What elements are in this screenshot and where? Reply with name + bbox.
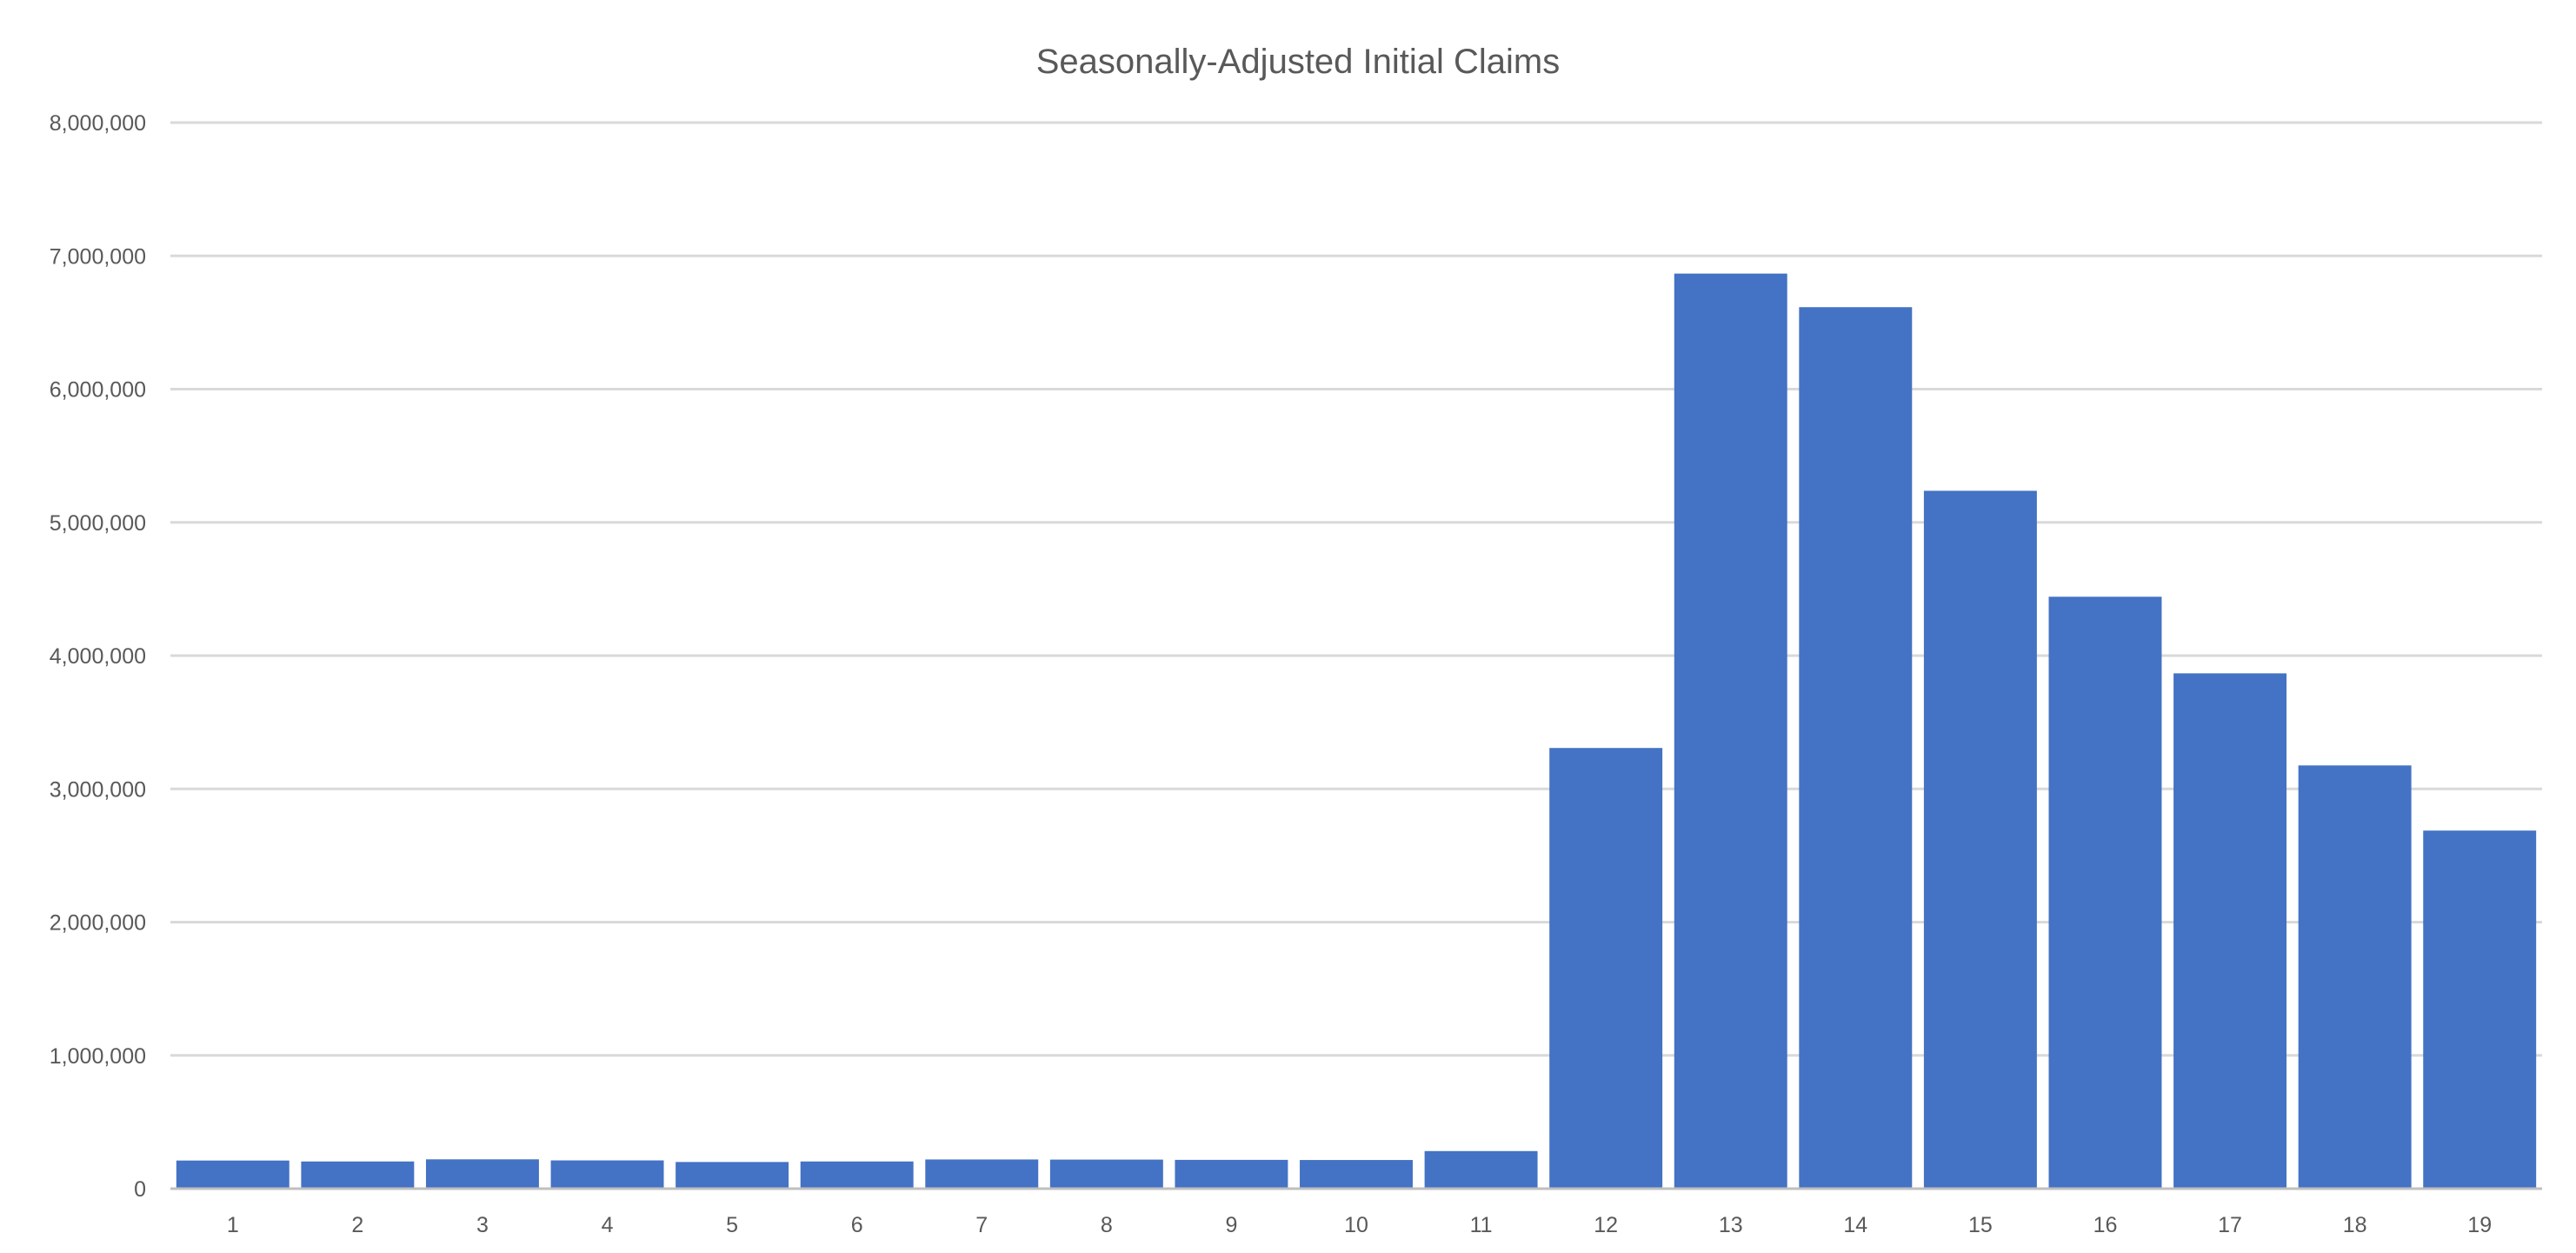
x-tick-label: 12: [1594, 1213, 1618, 1237]
bar: [301, 1161, 415, 1189]
x-tick-label: 2: [351, 1213, 363, 1237]
bar: [1923, 490, 2037, 1189]
x-axis-tick-labels: 1 2 3 4 5 6 7 8 9 10 11 12 13 14 15 16 17 18 19: [227, 1213, 2492, 1237]
x-tick-label: 8: [1101, 1213, 1113, 1237]
chart-title: Seasonally-Adjusted Initial Claims: [1036, 43, 1561, 81]
y-axis-tick-labels: 0 1,000,000 2,000,000 3,000,000 4,000,000 5,0…: [50, 111, 146, 1202]
x-tick-label: 4: [602, 1213, 614, 1237]
bar: [176, 1160, 290, 1189]
y-tick-label: 5,000,000: [50, 511, 146, 536]
x-tick-label: 1: [227, 1213, 239, 1237]
bar: [2048, 597, 2162, 1189]
x-tick-label: 10: [1344, 1213, 1368, 1237]
y-tick-label: 8,000,000: [50, 111, 146, 136]
bar: [2173, 673, 2287, 1189]
y-tick-label: 6,000,000: [50, 378, 146, 403]
bar: [425, 1159, 539, 1189]
bar: [1175, 1159, 1288, 1189]
x-tick-label: 13: [1719, 1213, 1743, 1237]
bar: [925, 1159, 1039, 1189]
x-tick-label: 16: [2093, 1213, 2118, 1237]
x-tick-label: 6: [851, 1213, 863, 1237]
bar: [1674, 273, 1787, 1189]
bar: [1424, 1150, 1538, 1189]
bar: [2298, 765, 2412, 1189]
x-tick-label: 11: [1470, 1213, 1493, 1237]
x-tick-label: 5: [726, 1213, 738, 1237]
x-tick-label: 19: [2467, 1213, 2492, 1237]
bar: [676, 1162, 789, 1189]
bars: [176, 273, 2537, 1190]
y-tick-label: 1,000,000: [50, 1044, 146, 1069]
y-tick-label: 0: [134, 1177, 146, 1202]
y-tick-label: 4,000,000: [50, 644, 146, 669]
gridlines: [170, 121, 2542, 1057]
bar: [1799, 307, 1913, 1190]
y-tick-label: 2,000,000: [50, 911, 146, 936]
x-tick-label: 17: [2218, 1213, 2242, 1237]
bar: [1549, 748, 1663, 1189]
x-tick-label: 18: [2343, 1213, 2367, 1237]
bar: [800, 1161, 914, 1189]
bar: [2423, 830, 2537, 1189]
x-tick-label: 14: [1843, 1213, 1867, 1237]
bar: [550, 1160, 664, 1189]
x-tick-label: 15: [1968, 1213, 1993, 1237]
y-tick-label: 7,000,000: [50, 244, 146, 269]
x-tick-label: 3: [476, 1213, 489, 1237]
bar: [1300, 1160, 1413, 1189]
bar: [1049, 1159, 1163, 1189]
x-tick-label: 7: [975, 1213, 988, 1237]
x-tick-label: 9: [1225, 1213, 1237, 1237]
y-tick-label: 3,000,000: [50, 777, 146, 802]
